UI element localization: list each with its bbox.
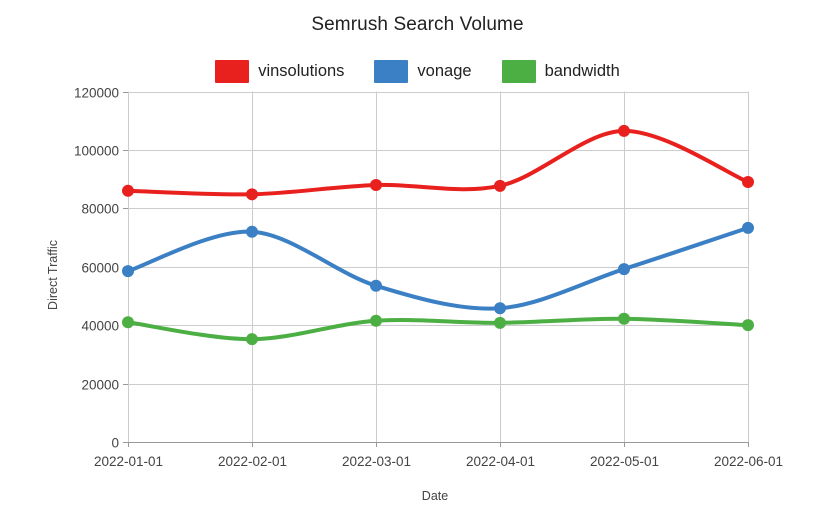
x-tick-label: 2022-03-01 [342,454,411,469]
data-point[interactable] [618,312,630,325]
data-series-layer [122,124,754,346]
legend-label-bandwidth: bandwidth [544,62,620,80]
data-point[interactable] [122,265,134,278]
data-point[interactable] [246,188,258,201]
chart-legend: vinsolutions vonage bandwidth [0,60,835,83]
y-tick-label: 60000 [81,261,119,276]
y-tick-label: 80000 [81,202,119,217]
data-point[interactable] [246,333,258,346]
data-point[interactable] [122,184,134,197]
data-point[interactable] [618,263,630,276]
x-axis-title: Date [422,489,448,503]
x-tick-label: 2022-04-01 [466,454,535,469]
legend-item-vinsolutions[interactable]: vinsolutions [215,60,344,83]
legend-swatch-vinsolutions [215,60,250,83]
data-point[interactable] [494,302,506,315]
x-tick-label: 2022-06-01 [714,454,783,469]
x-tick-label: 2022-01-01 [94,454,163,469]
y-tick-label: 40000 [81,319,119,334]
y-tick-label: 100000 [74,144,119,159]
x-tick-label: 2022-05-01 [590,454,659,469]
data-point[interactable] [370,178,382,191]
gridlines [123,91,749,447]
series-line-vinsolutions [126,128,750,197]
y-axis-tick-labels: 0 20000 40000 60000 80000 100000 120000 [74,86,119,451]
x-tick-label: 2022-02-01 [218,454,287,469]
y-tick-label: 20000 [81,378,119,393]
legend-swatch-vonage [374,60,409,83]
y-tick-label: 120000 [74,86,119,101]
legend-item-vonage[interactable]: vonage [374,60,472,83]
data-point[interactable] [122,316,134,329]
data-point[interactable] [370,279,382,292]
data-point[interactable] [370,314,382,327]
legend-label-vonage: vonage [417,62,472,80]
data-point[interactable] [494,179,506,192]
chart-title: Semrush Search Volume [311,14,524,35]
y-axis-title: Direct Traffic [46,240,60,310]
series-line-vonage [126,225,750,311]
legend-label-vinsolutions: vinsolutions [258,62,345,80]
legend-item-bandwidth[interactable]: bandwidth [501,60,620,83]
legend-swatch-bandwidth [501,60,536,83]
x-axis-tick-labels: 2022-01-01 2022-02-01 2022-03-01 2022-04-01… [94,454,783,469]
y-tick-label: 0 [111,436,119,451]
data-point[interactable] [618,124,630,137]
series-line-bandwidth [126,316,750,342]
data-point[interactable] [246,225,258,238]
data-point[interactable] [742,176,754,189]
data-point[interactable] [742,221,754,234]
data-point[interactable] [742,319,754,332]
data-point[interactable] [494,316,506,329]
